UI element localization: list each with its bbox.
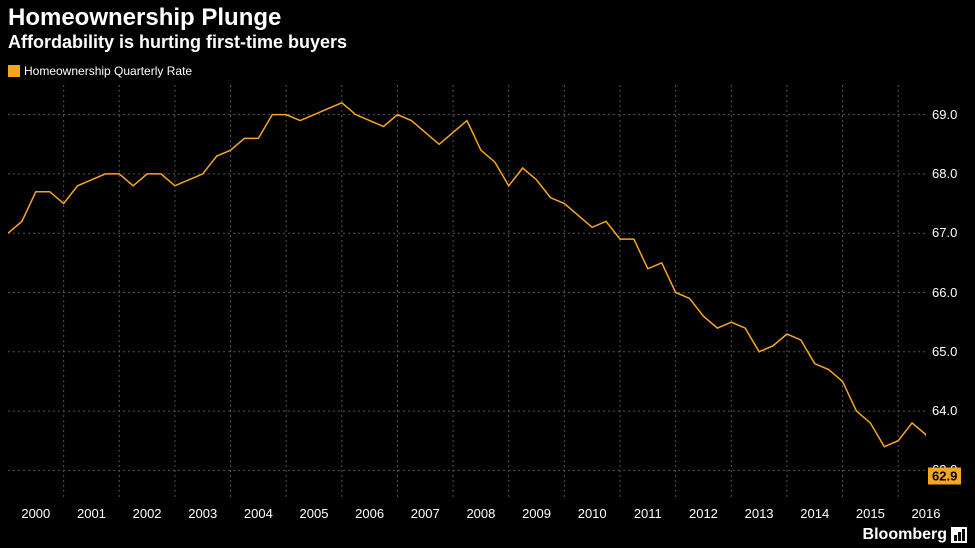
x-tick-label: 2013 — [745, 506, 774, 521]
x-tick-label: 2015 — [856, 506, 885, 521]
x-tick-label: 2006 — [355, 506, 384, 521]
x-tick-label: 2002 — [133, 506, 162, 521]
chart-title: Homeownership Plunge — [8, 4, 281, 32]
chart-svg — [8, 85, 926, 500]
x-tick-label: 2007 — [411, 506, 440, 521]
x-tick-label: 2016 — [912, 506, 941, 521]
x-tick-label: 2001 — [77, 506, 106, 521]
brand-icon — [951, 527, 967, 543]
x-tick-label: 2003 — [188, 506, 217, 521]
y-tick-label: 68.0 — [932, 166, 957, 181]
y-tick-label: 69.0 — [932, 107, 957, 122]
x-tick-label: 2010 — [578, 506, 607, 521]
x-tick-label: 2012 — [689, 506, 718, 521]
y-tick-label: 64.0 — [932, 403, 957, 418]
x-tick-label: 2005 — [300, 506, 329, 521]
brand-text: Bloomberg — [863, 526, 947, 544]
last-value-badge: 62.9 — [928, 468, 961, 485]
legend-label: Homeownership Quarterly Rate — [24, 64, 192, 78]
legend-swatch — [8, 65, 20, 77]
x-tick-label: 2011 — [634, 506, 662, 521]
brand-label: Bloomberg — [863, 526, 967, 544]
x-tick-label: 2014 — [800, 506, 829, 521]
chart-container: { "title": { "text": "Homeownership Plun… — [0, 0, 975, 548]
chart-subtitle: Affordability is hurting first-time buye… — [8, 32, 347, 53]
y-tick-label: 66.0 — [932, 285, 957, 300]
legend: Homeownership Quarterly Rate — [8, 64, 192, 78]
x-tick-label: 2008 — [466, 506, 495, 521]
x-tick-label: 2009 — [522, 506, 551, 521]
plot-area — [8, 85, 926, 500]
x-tick-label: 2000 — [21, 506, 50, 521]
x-tick-label: 2004 — [244, 506, 273, 521]
y-tick-label: 65.0 — [932, 344, 957, 359]
y-tick-label: 67.0 — [932, 225, 957, 240]
